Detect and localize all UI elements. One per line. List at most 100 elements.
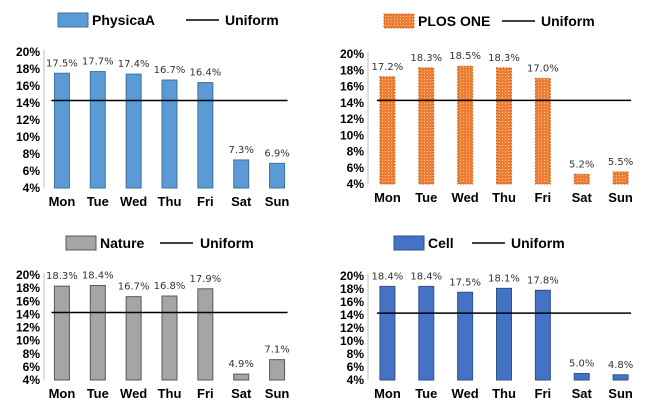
y-tick-label: 12% [16,321,40,335]
bar-sat [233,159,250,189]
data-label: 4.8% [608,360,633,371]
y-tick-label: 8% [347,347,365,361]
legend-swatch [383,13,415,29]
data-label: 17.0% [527,63,559,74]
bar-wed [457,65,474,185]
x-tick-label: Tue [415,190,437,205]
data-label: 17.8% [527,275,559,286]
y-tick-label: 8% [23,347,41,361]
legend-series-label: PhysicaA [92,12,155,28]
data-label: 17.5% [46,58,78,69]
y-tick-label: 14% [16,307,40,321]
bar-fri [534,289,551,381]
bar-wed [125,296,142,381]
bar-mon [53,285,70,381]
legend-series-label: Cell [428,235,454,251]
chart-panel-cell: 4%6%8%10%12%14%16%18%20% 18.4% Mon 18.4% Tue… [340,235,633,401]
y-tick-label: 8% [23,147,41,161]
data-label: 5.5% [608,157,633,168]
data-label: 17.7% [82,57,114,68]
y-tick-label: 16% [340,80,364,94]
bar-tue [89,285,106,381]
data-label: 16.8% [154,281,186,292]
legend-series-label: PLOS ONE [418,13,490,29]
y-tick-label: 6% [347,161,365,175]
x-tick-label: Sun [608,386,633,401]
y-tick-label: 4% [23,181,41,195]
data-label: 18.1% [488,273,520,284]
legend-uniform-label: Uniform [225,12,279,28]
x-tick-label: Sat [572,386,593,401]
bar-tue [89,71,106,189]
y-tick-label: 16% [16,79,40,93]
y-tick-label: 12% [16,113,40,127]
y-tick-label: 4% [347,177,365,191]
data-label: 17.5% [449,277,481,288]
bar-sat [573,173,590,185]
y-tick-label: 12% [340,321,364,335]
y-tick-label: 18% [16,281,40,295]
data-label: 18.4% [410,271,442,282]
y-tick-label: 6% [347,360,365,374]
bar-thu [161,79,178,189]
data-label: 16.4% [189,68,221,79]
x-tick-label: Wed [452,386,479,401]
data-label: 18.3% [410,53,442,64]
y-tick-label: 4% [347,373,365,387]
x-tick-label: Sat [231,386,252,401]
x-tick-label: Wed [120,386,147,401]
data-label: 18.4% [82,271,114,282]
bar-tue [418,285,435,381]
x-tick-label: Tue [87,194,109,209]
data-label: 5.0% [569,359,594,370]
x-tick-label: Wed [452,190,479,205]
bar-sun [612,171,629,185]
y-tick-label: 20% [16,268,40,282]
bar-wed [457,291,474,381]
data-label: 17.2% [372,62,404,73]
legend-swatch [393,235,425,251]
x-tick-label: Thu [492,386,516,401]
y-tick-label: 20% [16,45,40,59]
bar-mon [53,72,70,189]
chart-panel-plos-one: 4% 6% 8% 10% 12% 14% 16% 18% 20% 17.2% Mon 18.3% Tue… [340,13,633,205]
y-tick-label: 16% [16,294,40,308]
y-tick-label: 10% [340,334,364,348]
data-label: 5.2% [569,159,594,170]
y-tick-label: 18% [340,282,364,296]
x-tick-label: Tue [415,386,437,401]
data-label: 16.7% [118,282,150,293]
bar-sun [269,359,286,381]
y-tick-label: 4% [23,373,41,387]
x-tick-label: Sun [265,386,290,401]
y-tick-label: 14% [340,96,364,110]
chart-panel-physicaa: 4% 6% 8% 10% 12% 14% 16% 18% 20% 17.5% Mon 17.7% Tue… [16,12,290,209]
legend-uniform-label: Uniform [200,235,254,251]
bar-sun [612,374,629,381]
data-label: 17.4% [118,59,150,70]
bar-mon [379,285,396,381]
x-tick-label: Thu [158,386,182,401]
y-tick-label: 10% [340,128,364,142]
bar-wed [125,73,142,189]
data-label: 18.4% [372,271,404,282]
y-tick-label: 10% [16,334,40,348]
chart-panel-nature: 4%6%8%10%12%14%16%18%20% 18.3% Mon 18.4% Tue… [16,235,290,401]
bar-fri [534,77,551,185]
y-tick-label: 8% [347,145,365,159]
x-tick-label: Sun [608,190,633,205]
y-tick-label: 10% [16,130,40,144]
x-tick-label: Mon [49,386,76,401]
bar-tue [418,67,435,185]
x-tick-label: Fri [535,190,552,205]
data-label: 16.7% [154,65,186,76]
bar-mon [379,76,396,185]
data-label: 17.9% [189,274,221,285]
y-tick-label: 20% [340,269,364,283]
bar-thu [496,67,512,185]
legend-swatch [57,12,89,28]
y-tick-label: 14% [16,96,40,110]
legend-series-label: Nature [100,235,145,251]
data-label: 6.9% [264,148,289,159]
